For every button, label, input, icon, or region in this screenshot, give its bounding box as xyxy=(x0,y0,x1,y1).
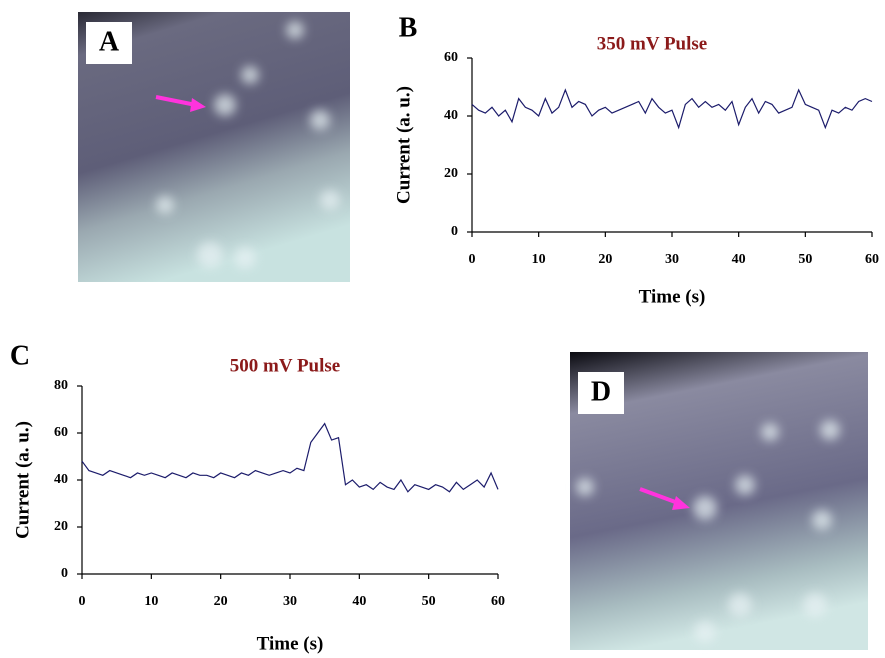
y-tick-label: 80 xyxy=(54,378,68,393)
panel-label: C xyxy=(10,340,30,371)
x-tick-label: 20 xyxy=(214,594,228,609)
x-tick-label: 10 xyxy=(532,252,546,267)
y-axis-label: Current (a. u.) xyxy=(12,421,33,539)
x-tick-label: 60 xyxy=(865,252,879,267)
x-tick-label: 50 xyxy=(422,594,436,609)
data-line xyxy=(471,88,873,130)
chart-title: 500 mV Pulse xyxy=(230,355,340,376)
x-tick-label: 40 xyxy=(352,594,366,609)
y-tick-label: 40 xyxy=(54,472,68,487)
image-a: A xyxy=(78,12,350,282)
y-tick-label: 60 xyxy=(54,425,68,440)
y-tick-label: 20 xyxy=(54,519,68,534)
x-tick-label: 60 xyxy=(491,594,505,609)
y-axis-label: Current (a. u.) xyxy=(393,86,414,204)
x-tick-label: 40 xyxy=(732,252,746,267)
x-tick-label: 10 xyxy=(144,594,158,609)
panel-label: A xyxy=(99,26,120,57)
chart-title: 350 mV Pulse xyxy=(597,33,707,54)
data-line xyxy=(81,422,499,493)
x-axis-label: Time (s) xyxy=(639,286,706,307)
x-tick-label: 0 xyxy=(79,594,86,609)
y-tick-label: 0 xyxy=(61,566,68,581)
panel-label: D xyxy=(591,376,611,407)
y-tick-label: 40 xyxy=(444,108,458,123)
x-axis-label: Time (s) xyxy=(257,633,324,654)
y-tick-label: 60 xyxy=(444,50,458,65)
panel-label: B xyxy=(399,12,418,43)
x-tick-label: 30 xyxy=(283,594,297,609)
y-tick-label: 20 xyxy=(444,166,458,181)
x-tick-label: 50 xyxy=(798,252,812,267)
x-tick-label: 20 xyxy=(598,252,612,267)
image-d: D xyxy=(570,352,868,650)
y-tick-label: 0 xyxy=(451,224,458,239)
x-tick-label: 0 xyxy=(469,252,476,267)
x-tick-label: 30 xyxy=(665,252,679,267)
